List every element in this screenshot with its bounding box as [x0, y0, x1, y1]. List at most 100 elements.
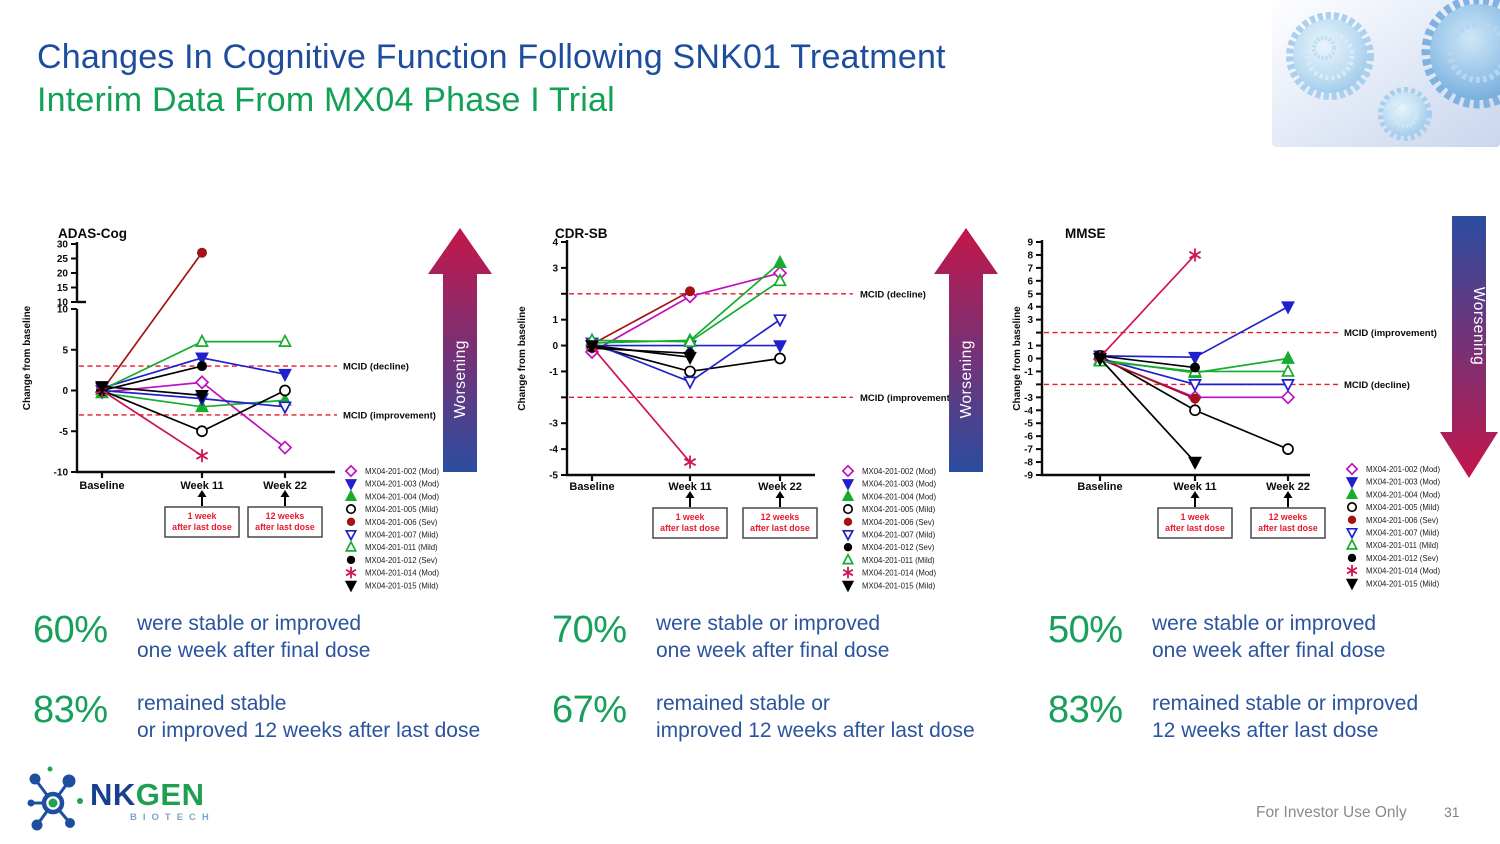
svg-text:-3: -3	[1024, 393, 1033, 404]
stat-percent: 83%	[1048, 689, 1123, 731]
svg-text:after last dose: after last dose	[255, 522, 315, 532]
series-MX04-201-015	[95, 381, 209, 404]
x-tick-label: Baseline	[569, 481, 614, 493]
worsening-label: Worsening	[958, 340, 975, 418]
stat-text: remained stable or improved 12 weeks aft…	[1152, 692, 1419, 742]
y-axis: -5 -4 -3 -1 0 1 3 4	[549, 238, 569, 482]
svg-text:after last dose: after last dose	[750, 523, 810, 533]
nkgen-logo-text: NKGEN BIOTECH	[90, 777, 215, 824]
cell-large-right	[1421, 0, 1500, 109]
legend-label: MX04-201-012 (Sev)	[1366, 554, 1439, 563]
svg-text:after last dose: after last dose	[1258, 523, 1318, 533]
chart-panel-mmse: MMSE Change from baseline -9 -8 -7 -6 -5 -4 -3 -1…	[1010, 218, 1500, 603]
logo-nk: NK	[90, 777, 136, 812]
legend-label: MX04-201-006 (Sev)	[1366, 516, 1439, 525]
series-MX04-201-015	[1093, 353, 1202, 470]
legend: MX04-201-002 (Mod) MX04-201-003 (Mod) MX04…	[1345, 462, 1441, 591]
mcid-line: MCID (improvement)	[569, 393, 953, 404]
svg-text:4: 4	[552, 238, 558, 249]
legend-label: MX04-201-012 (Sev)	[862, 543, 935, 552]
legend-label: MX04-201-004 (Mod)	[862, 492, 937, 501]
chart-svg-cdr-sb: CDR-SB Change from baseline -5 -4 -3 -1 0 1 3 4 Ba…	[517, 226, 953, 593]
mcid-line: MCID (improvement)	[1044, 328, 1437, 339]
y-axis: -9 -8 -7 -6 -5 -4 -3 -1 0 1 3 4 5 6 7 89	[1024, 238, 1044, 482]
svg-text:12 weeks: 12 weeks	[1269, 512, 1308, 522]
stat-cdr-1week: 70% were stable or improved one week aft…	[552, 608, 889, 664]
chart-panel-cdr-sb: CDR-SB Change from baseline -5 -4 -3 -1 0 1 3 4 Ba…	[515, 218, 1030, 603]
legend-label: MX04-201-003 (Mod)	[365, 480, 440, 489]
legend-label: MX04-201-014 (Mod)	[1366, 567, 1441, 576]
mcid-label: MCID (improvement)	[1344, 328, 1437, 339]
svg-text:15: 15	[57, 283, 69, 294]
mcid-label: MCID (decline)	[343, 362, 409, 373]
x-tick-label: Week 11	[1173, 481, 1216, 493]
worsening-arrow-mmse: Worsening	[1439, 216, 1499, 483]
stat-mmse-1week: 50% were stable or improved one week aft…	[1048, 608, 1385, 664]
stat-percent: 70%	[552, 609, 627, 651]
legend-label: MX04-201-004 (Mod)	[1366, 490, 1441, 499]
legend-label: MX04-201-007 (Mild)	[365, 531, 439, 540]
mcid-line: MCID (decline)	[569, 289, 926, 300]
chart-panel-adas-cog: ADAS-Cog Change from baseline 30 25 20 15 10 10…	[20, 218, 525, 603]
stat-cdr-12weeks: 67% remained stable or improved 12 weeks…	[552, 688, 975, 744]
svg-text:20: 20	[57, 269, 69, 280]
svg-text:-1: -1	[1024, 367, 1033, 378]
nk-cells-illustration	[1272, 0, 1500, 147]
svg-text:0: 0	[62, 386, 68, 397]
worsening-arrow-cdr: Worsening	[933, 228, 999, 477]
worsening-label: Worsening	[452, 340, 469, 418]
legend-label: MX04-201-004 (Mod)	[365, 492, 440, 501]
cells-image	[1258, 0, 1500, 155]
chart-title: ADAS-Cog	[58, 226, 127, 241]
stat-percent: 50%	[1048, 609, 1123, 651]
x-tick-label: Week 22	[1266, 481, 1310, 493]
svg-text:10: 10	[57, 305, 69, 316]
worsening-arrow-adas: Worsening	[427, 228, 493, 477]
legend-label: MX04-201-015 (Mild)	[862, 581, 936, 590]
x-axis: Baseline Week 11 Week 22	[1040, 473, 1310, 493]
chart-svg-adas-cog: ADAS-Cog Change from baseline 30 25 20 15 1010…	[22, 226, 440, 593]
stat-text: were stable or improved one week after f…	[137, 612, 371, 662]
y-axis-label: Change from baseline	[517, 306, 528, 411]
legend-label: MX04-201-012 (Sev)	[365, 556, 438, 565]
mcid-line: MCID (improvement)	[79, 410, 436, 421]
svg-text:12 weeks: 12 weeks	[761, 512, 800, 522]
mcid-label: MCID (improvement)	[860, 393, 953, 404]
title-line1: Changes In Cognitive Function Following …	[37, 38, 946, 76]
y-axis-label: Change from baseline	[22, 305, 33, 410]
legend-label: MX04-201-003 (Mod)	[1366, 478, 1441, 487]
x-axis: Baseline Week 11 Week 22	[565, 473, 815, 493]
series-MX04-201-007	[585, 314, 787, 390]
svg-text:1: 1	[552, 315, 558, 326]
page-number: 31	[1444, 804, 1460, 820]
legend-label: MX04-201-005 (Mild)	[365, 505, 439, 514]
nkgen-logo-icon	[27, 766, 83, 831]
svg-text:0: 0	[552, 341, 558, 352]
svg-text:-7: -7	[1024, 445, 1033, 456]
chart-title: CDR-SB	[555, 226, 608, 241]
mcid-label: MCID (improvement)	[343, 410, 436, 421]
svg-text:-8: -8	[1024, 458, 1033, 469]
legend-label: MX04-201-014 (Mod)	[862, 569, 937, 578]
svg-text:-5: -5	[59, 427, 68, 438]
series-MX04-201-014	[1093, 248, 1202, 364]
svg-text:after last dose: after last dose	[1165, 523, 1225, 533]
cell-small-center	[1378, 87, 1432, 141]
legend-label: MX04-201-015 (Mild)	[1366, 579, 1440, 588]
svg-text:8: 8	[1027, 250, 1033, 261]
x-tick-label: Baseline	[79, 480, 124, 492]
legend-label: MX04-201-002 (Mod)	[365, 467, 440, 476]
svg-text:9: 9	[1027, 238, 1033, 249]
series-MX04-201-014	[585, 340, 697, 469]
legend-label: MX04-201-011 (Mild)	[862, 556, 935, 565]
legend-label: MX04-201-015 (Mild)	[365, 581, 439, 590]
svg-text:5: 5	[1027, 289, 1033, 300]
x-axis: Baseline Week 11 Week 22	[75, 470, 335, 492]
svg-text:-5: -5	[1024, 419, 1033, 430]
mcid-line: MCID (decline)	[1044, 380, 1410, 391]
stat-percent: 83%	[33, 689, 108, 731]
svg-text:7: 7	[1027, 263, 1033, 274]
page-title: Changes In Cognitive Function Following …	[37, 36, 946, 122]
